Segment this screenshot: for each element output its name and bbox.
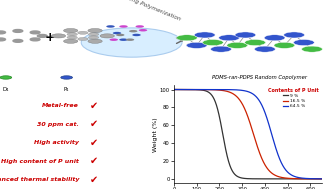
64.5 % [288, 173, 292, 175]
Circle shape [132, 34, 141, 36]
Text: +: + [45, 31, 56, 44]
Circle shape [274, 42, 295, 48]
Circle shape [37, 35, 47, 37]
9 % [244, 177, 248, 180]
Circle shape [176, 35, 197, 41]
Circle shape [227, 42, 248, 48]
Circle shape [245, 40, 266, 46]
Circle shape [139, 29, 147, 32]
Circle shape [186, 42, 207, 48]
16.5 % [179, 88, 183, 91]
16.5 % [240, 102, 244, 104]
64.5 % [320, 178, 324, 180]
Circle shape [194, 32, 215, 38]
Circle shape [0, 31, 6, 34]
Line: 9 %: 9 % [174, 90, 322, 179]
Circle shape [113, 32, 121, 34]
16.5 % [320, 178, 324, 180]
Text: P₄: P₄ [64, 87, 69, 92]
Text: Enhanced thermal stability: Enhanced thermal stability [0, 177, 79, 182]
Circle shape [126, 39, 134, 41]
Line: 16.5 %: 16.5 % [174, 90, 322, 179]
Text: High content of P unit: High content of P unit [1, 159, 79, 164]
16.5 % [316, 178, 319, 180]
Circle shape [235, 32, 256, 38]
Y-axis label: Weight (%): Weight (%) [153, 117, 158, 152]
Circle shape [67, 36, 77, 39]
Circle shape [119, 39, 128, 41]
Circle shape [103, 35, 111, 37]
16.5 % [288, 177, 292, 180]
Text: ✔: ✔ [90, 175, 98, 184]
Text: Metal-free: Metal-free [42, 103, 79, 108]
Text: ✔: ✔ [90, 119, 98, 129]
9 % [316, 178, 319, 180]
64.5 % [244, 90, 248, 92]
64.5 % [240, 89, 244, 91]
Circle shape [0, 38, 6, 41]
Text: 30 ppm cat.: 30 ppm cat. [37, 122, 79, 127]
9 % [288, 178, 292, 180]
Circle shape [88, 29, 102, 33]
Circle shape [293, 40, 314, 46]
Circle shape [264, 35, 285, 41]
Circle shape [67, 33, 77, 36]
Circle shape [81, 28, 182, 57]
Text: Ring-opening Polymerization: Ring-opening Polymerization [101, 0, 182, 22]
Circle shape [100, 34, 114, 38]
Text: D₄: D₄ [3, 87, 9, 92]
16.5 % [316, 178, 319, 180]
Circle shape [78, 38, 88, 41]
Circle shape [88, 33, 99, 36]
Text: PDMS-ran-PDPS Random Copolymer: PDMS-ran-PDPS Random Copolymer [213, 75, 307, 80]
Text: ✔: ✔ [90, 101, 98, 111]
64.5 % [172, 88, 176, 91]
Legend: 9 %, 16.5 %, 64.5 %: 9 %, 16.5 %, 64.5 % [268, 87, 319, 109]
Text: ✔: ✔ [90, 138, 98, 148]
Circle shape [106, 25, 115, 28]
Line: 64.5 %: 64.5 % [174, 90, 322, 179]
Circle shape [88, 39, 102, 43]
Circle shape [78, 31, 88, 34]
Circle shape [61, 76, 72, 79]
Circle shape [116, 34, 124, 36]
Circle shape [110, 39, 118, 41]
Circle shape [211, 46, 231, 52]
Text: High activity: High activity [34, 140, 79, 145]
9 % [179, 88, 183, 91]
Circle shape [13, 40, 23, 42]
Circle shape [51, 34, 66, 38]
9 % [240, 177, 244, 179]
16.5 % [244, 110, 248, 112]
9 % [316, 178, 319, 180]
Circle shape [254, 46, 275, 52]
Circle shape [202, 40, 223, 46]
Circle shape [219, 35, 240, 41]
16.5 % [172, 88, 176, 91]
Circle shape [64, 29, 78, 33]
Circle shape [63, 39, 78, 43]
9 % [320, 178, 324, 180]
Circle shape [13, 29, 23, 32]
Circle shape [119, 25, 128, 28]
64.5 % [179, 88, 183, 91]
Circle shape [88, 36, 99, 39]
9 % [172, 88, 176, 91]
Circle shape [129, 30, 137, 33]
Circle shape [284, 32, 305, 38]
Circle shape [0, 76, 12, 79]
Circle shape [30, 31, 40, 34]
64.5 % [316, 178, 319, 180]
Circle shape [30, 38, 40, 41]
Text: ✔: ✔ [90, 156, 98, 166]
Circle shape [136, 25, 144, 28]
64.5 % [316, 178, 319, 180]
Circle shape [302, 46, 322, 52]
